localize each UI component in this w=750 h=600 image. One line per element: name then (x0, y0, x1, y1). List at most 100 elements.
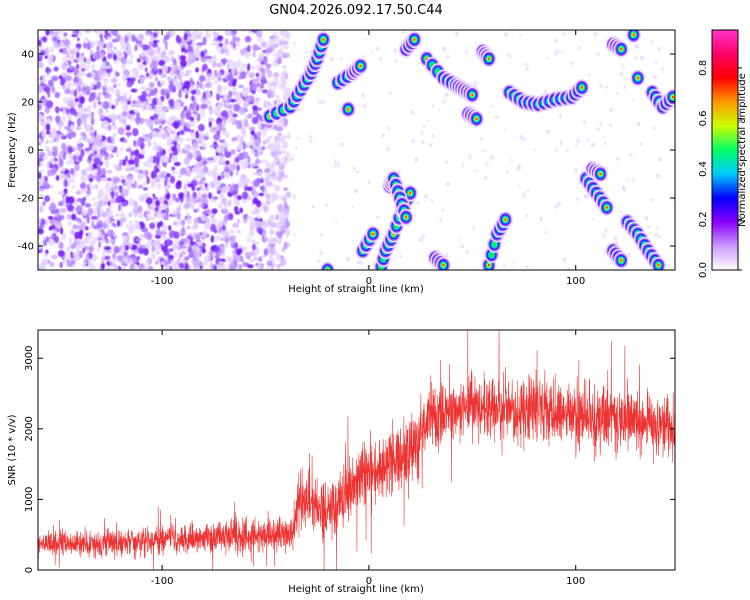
noise-speckle (158, 106, 163, 113)
noise-speckle (97, 210, 101, 219)
noise-speckle (267, 81, 272, 89)
noise-speckle (97, 40, 105, 46)
faint-speckle (599, 84, 603, 88)
noise-speckle (277, 203, 284, 212)
noise-speckle (48, 238, 55, 247)
faint-speckle (411, 110, 415, 115)
faint-speckle (634, 44, 638, 47)
noise-speckle (241, 160, 248, 170)
faint-speckle (288, 132, 290, 136)
x-tick-label: 0 (366, 276, 372, 287)
noise-speckle (211, 41, 217, 46)
noise-speckle (198, 181, 204, 185)
faint-speckle (512, 260, 515, 264)
colorbar-ticks: 0.0 0.2 0.4 0.6 0.8 (698, 60, 742, 278)
noise-speckle (263, 205, 269, 213)
noise-speckle (96, 45, 100, 52)
noise-speckle (115, 82, 121, 87)
faint-speckle (335, 221, 337, 226)
noise-speckle (94, 54, 101, 60)
noise-speckle (199, 81, 203, 89)
faint-speckle (555, 148, 558, 154)
noise-speckle (50, 166, 57, 176)
noise-speckle (266, 260, 273, 267)
faint-speckle (504, 32, 508, 37)
noise-speckle (177, 219, 181, 227)
noise-speckle (101, 61, 106, 70)
noise-speckle (61, 166, 66, 172)
noise-speckle (88, 181, 93, 189)
noise-speckle (169, 175, 176, 184)
noise-speckle (179, 243, 184, 250)
noise-speckle (220, 253, 226, 258)
noise-speckle (181, 47, 186, 53)
noise-speckle (189, 241, 196, 246)
faint-speckle (623, 86, 627, 89)
noise-speckle (60, 63, 68, 70)
faint-speckle (566, 149, 569, 153)
noise-speckle (45, 145, 50, 153)
noise-speckle (107, 238, 113, 244)
noise-speckle (202, 36, 207, 46)
noise-speckle (154, 119, 162, 123)
noise-speckle (133, 71, 139, 79)
noise-speckle (126, 77, 131, 81)
noise-speckle (115, 34, 122, 41)
noise-speckle (256, 215, 262, 219)
noise-speckle (200, 50, 205, 58)
noise-speckle (38, 216, 42, 225)
noise-speckle (118, 185, 123, 193)
noise-speckle (266, 266, 270, 270)
noise-speckle (168, 80, 174, 85)
streak-blob (580, 86, 584, 89)
noise-speckle (92, 101, 97, 110)
noise-speckle (141, 182, 148, 186)
noise-speckle (115, 97, 119, 107)
noise-speckle (88, 246, 95, 252)
faint-speckle (465, 250, 469, 254)
faint-speckle (340, 142, 344, 147)
noise-speckle (187, 110, 192, 118)
noise-speckle (248, 258, 254, 263)
noise-speckle (82, 113, 89, 119)
noise-speckle (256, 263, 262, 270)
noise-speckle (227, 114, 232, 123)
noise-speckle (224, 237, 230, 244)
faint-speckle (287, 158, 291, 162)
noise-speckle (193, 139, 196, 149)
noise-speckle (55, 222, 61, 229)
noise-speckle (90, 215, 98, 220)
y-tick-label: 0 (24, 567, 35, 573)
noise-speckle (279, 137, 283, 142)
noise-speckle (200, 213, 206, 222)
faint-speckle (414, 157, 419, 163)
noise-speckle (38, 171, 42, 180)
noise-speckle (100, 37, 104, 42)
noise-speckle (177, 37, 182, 44)
faint-speckle (354, 189, 359, 193)
y-tick-label: 2000 (24, 416, 35, 441)
noise-speckle (269, 222, 277, 228)
x-tick-label: -100 (151, 276, 174, 287)
noise-speckle (166, 76, 172, 82)
noise-speckle (251, 116, 259, 125)
faint-speckle (526, 265, 529, 269)
noise-speckle (124, 52, 128, 59)
noise-speckle (213, 265, 217, 270)
noise-speckle (219, 139, 226, 143)
faint-speckle (510, 55, 512, 59)
noise-speckle (244, 36, 252, 43)
noise-speckle (148, 240, 152, 245)
noise-speckle (154, 93, 159, 99)
noise-speckle (130, 103, 136, 108)
noise-speckle (51, 75, 59, 82)
faint-speckle (525, 214, 528, 218)
noise-speckle (182, 245, 187, 249)
noise-speckle (224, 147, 228, 155)
noise-speckle (62, 109, 66, 116)
streak-blob (632, 33, 635, 36)
noise-speckle (122, 235, 127, 243)
noise-speckle-layer (38, 30, 675, 270)
faint-speckle (644, 216, 649, 221)
noise-speckle (260, 77, 268, 85)
